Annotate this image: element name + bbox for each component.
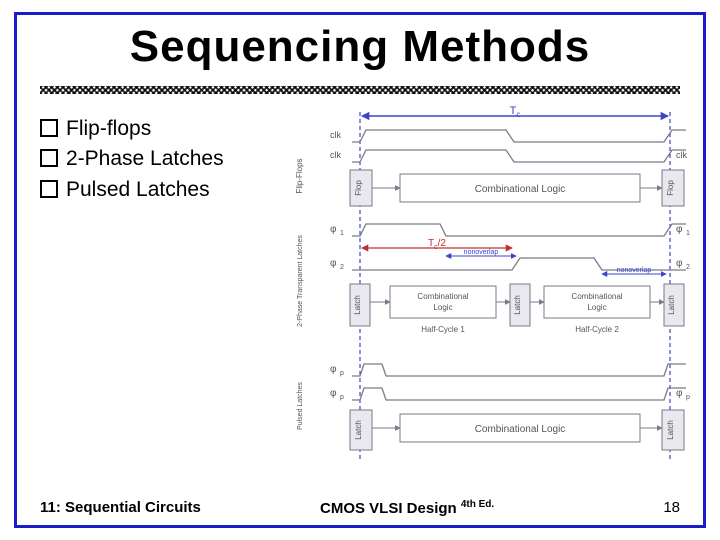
footer-page: 18 <box>663 499 680 516</box>
bullet-item: Flip-flops <box>40 114 300 144</box>
p-latch-r: Latch <box>666 420 675 440</box>
footer-mid-text: CMOS VLSI Design <box>320 500 457 517</box>
phip-label: φ <box>330 364 337 375</box>
svg-text:Logic: Logic <box>587 303 606 312</box>
clk-label: clk <box>330 150 341 160</box>
svg-text:Combinational: Combinational <box>417 292 468 301</box>
phip-r-sub: p <box>686 394 690 401</box>
svg-text:Logic: Logic <box>433 303 452 312</box>
tc2-sub-b: /2 <box>438 238 447 249</box>
page-title: Sequencing Methods <box>0 22 720 72</box>
phi2-label: φ <box>330 258 337 269</box>
svg-text:Combinational: Combinational <box>571 292 622 301</box>
footer-edition: 4th Ed. <box>461 499 494 510</box>
footer: 11: Sequential Circuits CMOS VLSI Design… <box>40 499 680 516</box>
phi2-r-sub: 2 <box>686 264 690 271</box>
clk-label-r: clk <box>676 150 687 160</box>
p-comb: Combinational Logic <box>475 424 566 435</box>
bullet-item: Pulsed Latches <box>40 175 300 205</box>
latch-label-2: Latch <box>513 295 522 315</box>
timing-diagram: Tc Flip-Flops clk clk clk Flop Combinati… <box>290 106 698 466</box>
phip-r: φ <box>676 388 683 399</box>
phip-sub-2: p <box>340 394 344 401</box>
section-label-1: Flip-Flops <box>295 158 304 193</box>
phip-label-2: φ <box>330 388 337 399</box>
nonoverlap-label-2: nonoverlap <box>617 267 652 274</box>
half2-label: Half-Cycle 2 <box>575 325 619 334</box>
phi1-r: φ <box>676 224 683 235</box>
flop-label-r: Flop <box>666 180 675 196</box>
latch-label: Latch <box>353 295 362 315</box>
phi2-sub: 2 <box>340 264 344 271</box>
latch-label-3: Latch <box>667 295 676 315</box>
svg-text:Tc/2: Tc/2 <box>428 238 446 251</box>
title-underline <box>40 86 680 94</box>
phi1-r-sub: 1 <box>686 230 690 237</box>
footer-mid: CMOS VLSI Design 4th Ed. <box>320 499 494 517</box>
section-label-2: 2-Phase Transparent Latches <box>297 235 304 327</box>
phi2-r: φ <box>676 258 683 269</box>
bullet-item: 2-Phase Latches <box>40 144 300 174</box>
svg-text:Tc: Tc <box>510 106 521 119</box>
phip-sub: p <box>340 370 344 377</box>
section-label-3: Pulsed Latches <box>297 382 304 430</box>
phi1-sub: 1 <box>340 230 344 237</box>
footer-left: 11: Sequential Circuits <box>40 499 201 516</box>
tc-sub: c <box>516 110 520 119</box>
p-latch-l: Latch <box>354 420 363 440</box>
bullet-list: Flip-flops 2-Phase Latches Pulsed Latche… <box>40 114 300 205</box>
clk-label: clk <box>330 130 341 140</box>
comb-label: Combinational Logic <box>475 184 566 195</box>
flop-label: Flop <box>354 180 363 196</box>
phi1-label: φ <box>330 224 337 235</box>
half1-label: Half-Cycle 1 <box>421 325 465 334</box>
nonoverlap-label: nonoverlap <box>464 249 499 256</box>
